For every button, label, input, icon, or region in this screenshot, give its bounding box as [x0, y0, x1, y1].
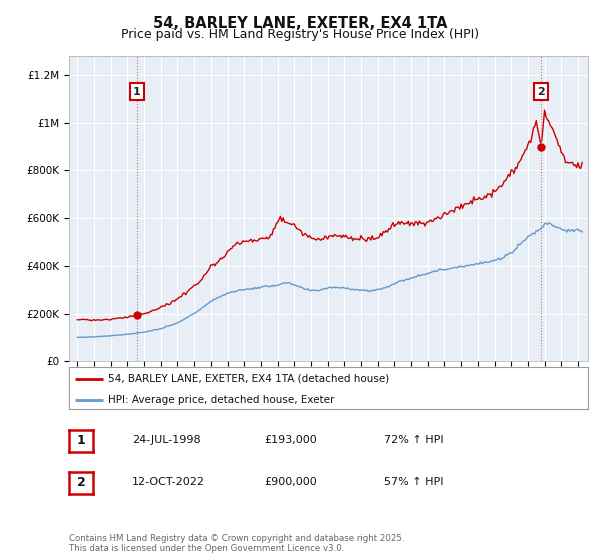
Text: 57% ↑ HPI: 57% ↑ HPI — [384, 477, 443, 487]
Text: 2: 2 — [77, 476, 85, 489]
Text: Contains HM Land Registry data © Crown copyright and database right 2025.
This d: Contains HM Land Registry data © Crown c… — [69, 534, 404, 553]
Text: 1: 1 — [133, 87, 140, 97]
Text: 54, BARLEY LANE, EXETER, EX4 1TA: 54, BARLEY LANE, EXETER, EX4 1TA — [153, 16, 447, 31]
Text: £900,000: £900,000 — [264, 477, 317, 487]
Text: 12-OCT-2022: 12-OCT-2022 — [132, 477, 205, 487]
Text: 72% ↑ HPI: 72% ↑ HPI — [384, 435, 443, 445]
Text: Price paid vs. HM Land Registry's House Price Index (HPI): Price paid vs. HM Land Registry's House … — [121, 28, 479, 41]
Text: 24-JUL-1998: 24-JUL-1998 — [132, 435, 200, 445]
Text: 54, BARLEY LANE, EXETER, EX4 1TA (detached house): 54, BARLEY LANE, EXETER, EX4 1TA (detach… — [108, 374, 389, 384]
Text: 1: 1 — [77, 434, 85, 447]
Text: £193,000: £193,000 — [264, 435, 317, 445]
Text: HPI: Average price, detached house, Exeter: HPI: Average price, detached house, Exet… — [108, 395, 334, 404]
Text: 2: 2 — [537, 87, 545, 97]
